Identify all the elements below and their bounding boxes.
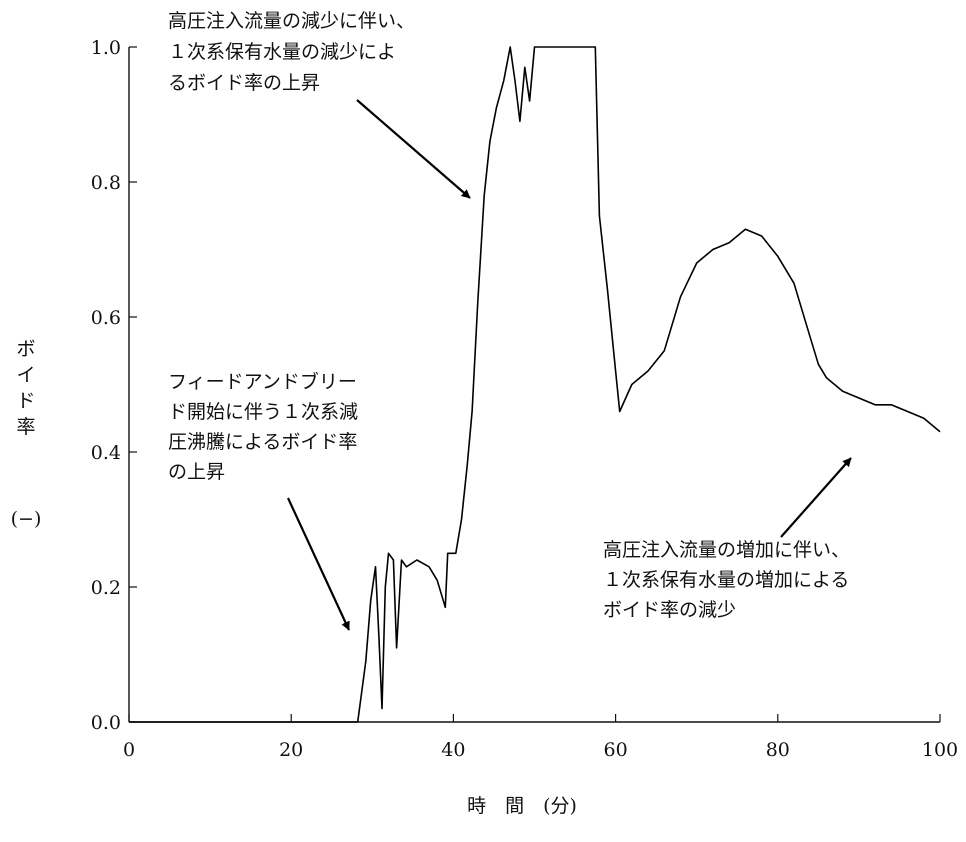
svg-text:高圧注入流量の減少に伴い、: 高圧注入流量の減少に伴い、: [168, 10, 415, 32]
x-axis-label: 時 間 (分): [467, 795, 577, 817]
y-tick-label: 0.2: [91, 577, 121, 599]
svg-text:ド開始に伴う１次系減: ド開始に伴う１次系減: [168, 401, 358, 423]
y-tick-label: 0.4: [91, 442, 121, 464]
svg-text:ボイド率の減少: ボイド率の減少: [603, 599, 736, 621]
svg-text:るボイド率の上昇: るボイド率の上昇: [168, 72, 320, 94]
y-tick-label: 1.0: [91, 37, 121, 59]
svg-text:高圧注入流量の増加に伴い、: 高圧注入流量の増加に伴い、: [603, 539, 850, 561]
x-tick-label: 60: [604, 739, 628, 761]
y-axis-label-char: ボ: [16, 338, 35, 360]
annotation-arrow-decrease: [780, 457, 852, 538]
svg-text:の上昇: の上昇: [168, 461, 225, 483]
y-axis-label-unit: (−): [11, 508, 42, 530]
annotation-arrow-feed-and-bleed: [287, 497, 350, 631]
x-tick-label: 20: [279, 739, 303, 761]
annotation-decrease: 高圧注入流量の増加に伴い、 １次系保有水量の増加による ボイド率の減少: [603, 539, 850, 621]
annotation-arrow-rise-top: [356, 99, 471, 199]
annotation-rise-top: 高圧注入流量の減少に伴い、 １次系保有水量の減少によ るボイド率の上昇: [168, 10, 415, 94]
svg-text:フィードアンドブリー: フィードアンドブリー: [168, 370, 357, 393]
y-tick-label: 0.6: [91, 307, 121, 329]
svg-text:１次系保有水量の減少によ: １次系保有水量の減少によ: [168, 41, 396, 63]
y-axis-label-char: 率: [16, 416, 35, 438]
svg-text:圧沸騰によるボイド率: 圧沸騰によるボイド率: [168, 431, 357, 453]
y-axis-label-char: ド: [16, 390, 35, 412]
x-tick-label: 100: [922, 739, 958, 761]
x-tick-label: 40: [441, 739, 465, 761]
x-tick-label: 80: [766, 739, 790, 761]
annotation-feed-and-bleed: フィードアンドブリー ド開始に伴う１次系減 圧沸騰によるボイド率 の上昇: [168, 370, 358, 483]
y-tick-label: 0.8: [91, 172, 121, 194]
y-tick-label: 0.0: [91, 712, 121, 734]
y-axis-label-char: イ: [16, 364, 35, 386]
svg-text:１次系保有水量の増加による: １次系保有水量の増加による: [603, 569, 849, 591]
series-line-void-fraction: [129, 46, 941, 723]
x-tick-label: 0: [123, 739, 135, 761]
